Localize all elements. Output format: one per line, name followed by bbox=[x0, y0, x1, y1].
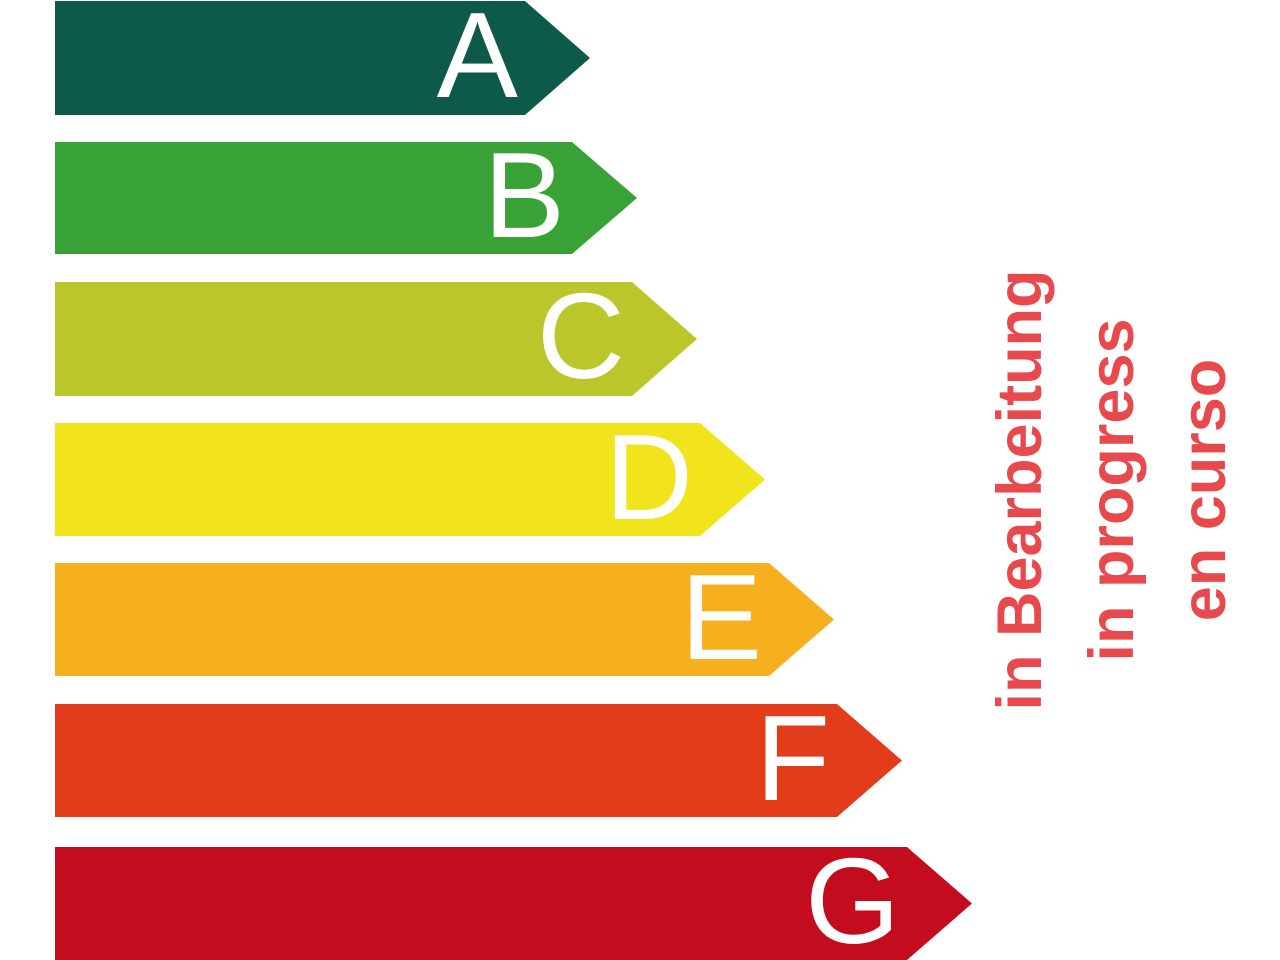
class-letter-b: B bbox=[483, 127, 565, 263]
energy-arrow-f: F bbox=[55, 704, 902, 817]
stamp-line-english: in progress bbox=[1077, 318, 1147, 662]
class-letter-f: F bbox=[755, 689, 830, 826]
stamp-line-spanish: en curso bbox=[1169, 358, 1239, 622]
energy-arrow-c: C bbox=[55, 282, 697, 396]
energy-arrow-d: D bbox=[55, 423, 765, 536]
energy-arrow-e: E bbox=[55, 563, 834, 676]
class-letter-e: E bbox=[680, 548, 762, 685]
status-stamp: in Bearbeitung in progress en curso bbox=[974, 230, 1250, 750]
class-letter-c: C bbox=[536, 268, 625, 404]
stamp-line-german: in Bearbeitung bbox=[985, 269, 1055, 711]
class-letter-g: G bbox=[805, 832, 900, 960]
class-letter-d: D bbox=[604, 408, 693, 545]
energy-arrow-b: B bbox=[55, 142, 637, 254]
class-letter-a: A bbox=[436, 0, 518, 123]
energy-arrow-a: A bbox=[55, 1, 590, 115]
energy-arrow-g: G bbox=[55, 847, 972, 960]
